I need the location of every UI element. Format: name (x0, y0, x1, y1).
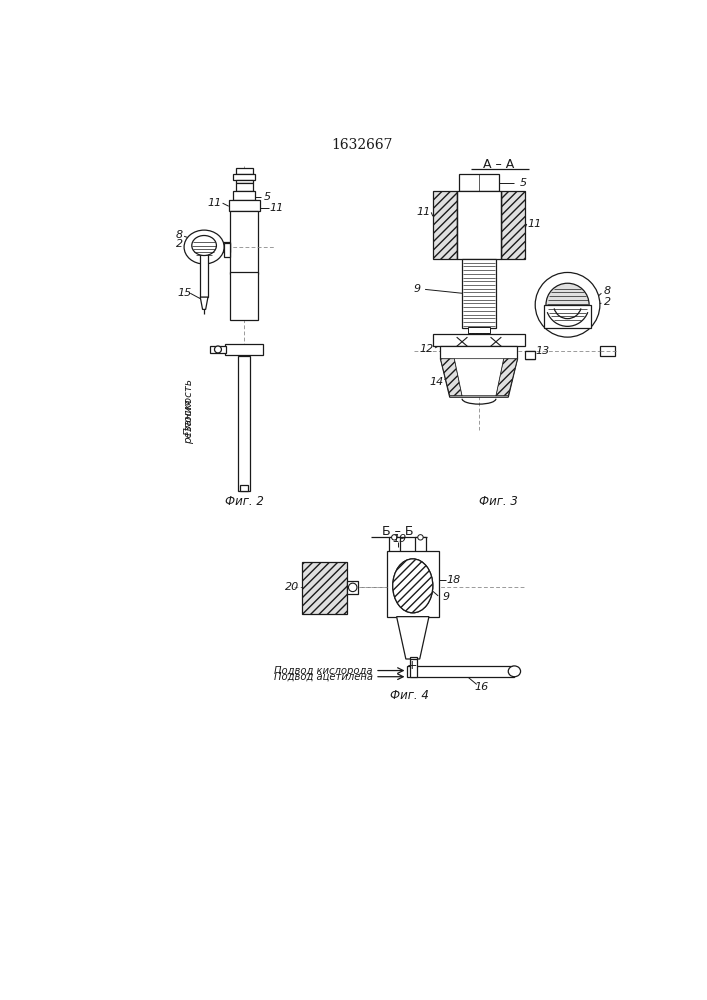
Bar (235, 168, 252, 174)
Circle shape (546, 283, 589, 326)
Bar (233, 174, 255, 180)
Bar (600, 346, 615, 356)
Circle shape (214, 346, 221, 353)
Bar (225, 344, 264, 355)
Bar (229, 200, 259, 211)
Text: Плоскость: Плоскость (184, 378, 194, 435)
Text: Б – Б: Б – Б (382, 525, 414, 538)
Bar (240, 485, 248, 491)
Polygon shape (440, 359, 518, 397)
Text: Фиг. 2: Фиг. 2 (225, 495, 264, 508)
Text: 8: 8 (176, 230, 183, 240)
Bar (200, 254, 208, 297)
Text: 8: 8 (604, 286, 611, 296)
Text: 5: 5 (264, 192, 271, 202)
Ellipse shape (184, 230, 224, 264)
Bar (544, 305, 590, 328)
Text: 2: 2 (176, 239, 183, 249)
Bar (238, 356, 250, 491)
Text: 12: 12 (419, 344, 434, 354)
Bar (409, 657, 417, 677)
Text: 16: 16 (474, 682, 489, 692)
Text: резания: резания (184, 400, 194, 444)
Text: 2: 2 (604, 297, 611, 307)
Polygon shape (455, 359, 503, 396)
Circle shape (392, 535, 397, 540)
Circle shape (418, 535, 423, 540)
Text: Подвод кислорода: Подвод кислорода (274, 666, 373, 676)
Text: A – A: A – A (483, 158, 514, 171)
Bar (525, 351, 535, 359)
Bar (457, 191, 501, 259)
Polygon shape (397, 617, 429, 659)
Bar (433, 334, 525, 346)
Text: +: + (407, 659, 417, 672)
Polygon shape (440, 359, 462, 396)
Bar (210, 346, 226, 353)
Ellipse shape (508, 666, 520, 677)
Bar (235, 183, 252, 191)
Text: 11: 11 (208, 198, 222, 208)
Bar (389, 537, 399, 553)
Bar (347, 581, 358, 594)
Text: 14: 14 (430, 377, 444, 387)
Text: 15: 15 (177, 288, 191, 298)
Text: 1632667: 1632667 (331, 138, 392, 152)
Bar (215, 242, 230, 252)
Bar (302, 562, 346, 614)
Bar (407, 666, 514, 677)
Ellipse shape (393, 559, 433, 613)
Bar (501, 191, 525, 259)
Polygon shape (200, 297, 208, 309)
Circle shape (535, 272, 600, 337)
Polygon shape (496, 359, 518, 396)
Ellipse shape (393, 559, 433, 613)
Text: Фиг. 3: Фиг. 3 (479, 495, 518, 508)
Text: 11: 11 (527, 219, 542, 229)
Bar (230, 211, 258, 274)
Bar (235, 180, 252, 183)
Text: 20: 20 (285, 582, 299, 592)
Ellipse shape (192, 235, 216, 256)
Bar (459, 174, 499, 191)
Bar (415, 537, 426, 553)
Text: 5: 5 (520, 178, 527, 188)
Text: Фиг. 4: Фиг. 4 (390, 689, 429, 702)
Text: 9: 9 (414, 284, 421, 294)
Bar (468, 327, 490, 333)
Text: 13: 13 (535, 346, 549, 356)
Text: 19: 19 (392, 534, 407, 544)
Bar (462, 259, 496, 328)
Circle shape (349, 583, 357, 592)
Bar (224, 243, 230, 257)
Bar (433, 191, 457, 259)
Bar (387, 551, 439, 617)
Text: 11: 11 (416, 207, 431, 217)
Text: 11: 11 (269, 203, 284, 213)
Bar (230, 272, 258, 320)
Text: Подвод ацетилена: Подвод ацетилена (274, 672, 373, 682)
Bar (233, 191, 255, 200)
Text: 18: 18 (446, 575, 461, 585)
Text: 9: 9 (443, 592, 450, 602)
Bar (440, 346, 518, 359)
